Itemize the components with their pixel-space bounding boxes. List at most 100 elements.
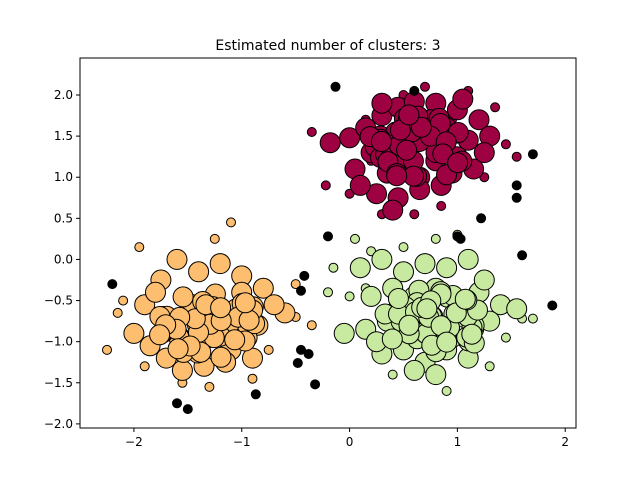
cluster-2-core-point	[393, 261, 414, 283]
cluster-0-core-point	[382, 199, 404, 221]
cluster-2-core-point	[436, 331, 458, 353]
cluster-1-border-point	[204, 381, 215, 392]
cluster-1-border-point	[112, 307, 123, 318]
cluster-1-core-point	[252, 277, 274, 299]
cluster-2-border-point	[387, 369, 398, 380]
x-tick-label: 2	[561, 435, 569, 449]
x-tick-label: 0	[346, 435, 354, 449]
cluster-0-border-point	[420, 81, 430, 92]
y-tick-label: 0.5	[54, 211, 73, 225]
y-tick-label: 2.0	[54, 88, 73, 102]
cluster-2-core-point	[414, 253, 436, 275]
cluster-1-border-point	[290, 279, 301, 290]
cluster-1-border-point	[209, 233, 220, 244]
noise-point	[476, 213, 487, 224]
cluster-1-core-point	[224, 329, 246, 351]
cluster-2-core-point	[473, 269, 495, 291]
cluster-0-border-point	[320, 180, 331, 191]
cluster-0-core-point	[473, 142, 495, 164]
cluster-1-core-point	[234, 292, 256, 314]
cluster-0-core-point	[410, 116, 432, 138]
cluster-1-core-point	[188, 261, 210, 283]
noise-point	[299, 270, 310, 281]
cluster-0-core-point	[396, 139, 418, 161]
noise-point	[409, 85, 420, 96]
cluster-2-border-point	[441, 386, 452, 396]
noise-point	[250, 389, 261, 400]
noise-point	[527, 149, 538, 160]
noise-point	[511, 192, 522, 203]
noise-point	[296, 344, 306, 355]
cluster-2-core-point	[506, 298, 528, 320]
cluster-1-core-point	[149, 324, 171, 346]
cluster-1-border-point	[226, 217, 236, 228]
cluster-1-border-point	[139, 361, 150, 372]
cluster-0-core-point	[468, 109, 490, 131]
cluster-2-border-point	[328, 262, 339, 273]
cluster-2-border-point	[484, 361, 495, 372]
cluster-0-core-point	[319, 132, 341, 154]
cluster-1-core-point	[167, 338, 189, 360]
cluster-1-core-point	[123, 322, 145, 344]
cluster-2-border-point	[430, 233, 441, 244]
cluster-1-border-point	[118, 295, 129, 306]
cluster-1-border-point	[263, 344, 274, 355]
scatter-points	[102, 81, 558, 415]
y-axis-ticks: −2.0 −1.5 −1.0 −0.5 0.0 0.5 1.0 1.5 2.0	[44, 88, 80, 431]
cluster-2-core-point	[381, 328, 403, 350]
noise-point	[292, 358, 303, 368]
noise-point	[330, 81, 341, 92]
cluster-0-core-point	[447, 152, 469, 174]
y-tick-label: −2.0	[44, 417, 73, 431]
cluster-0-core-point	[370, 131, 392, 152]
y-tick-label: 1.0	[54, 170, 73, 184]
cluster-0-core-point	[452, 88, 474, 110]
cluster-2-core-point	[457, 248, 479, 270]
noise-point	[455, 233, 466, 244]
noise-point	[182, 404, 193, 415]
cluster-1-core-point	[263, 294, 285, 316]
cluster-1-border-point	[306, 320, 317, 331]
cluster-2-core-point	[436, 257, 458, 279]
cluster-0-core-point	[398, 104, 420, 126]
noise-point	[303, 349, 314, 359]
cluster-0-core-point	[349, 174, 371, 196]
noise-point	[517, 250, 528, 261]
cluster-2-border-point	[344, 291, 355, 302]
cluster-2-core-point	[425, 364, 447, 386]
plot-area	[80, 58, 576, 428]
noise-point	[172, 398, 182, 409]
cluster-1-core-point	[145, 281, 166, 303]
noise-point	[323, 231, 333, 242]
cluster-1-core-point	[209, 253, 231, 275]
x-axis-ticks: −2 −1 0 1 2	[125, 428, 569, 449]
x-tick-label: −2	[125, 435, 143, 449]
cluster-1-core-point	[210, 297, 232, 319]
cluster-2-core-point	[387, 288, 409, 309]
cluster-2-core-point	[398, 314, 420, 336]
cluster-1-border-point	[102, 344, 112, 355]
y-tick-label: −1.0	[44, 335, 73, 349]
cluster-1-border-point	[134, 242, 145, 253]
cluster-1-core-point	[172, 286, 194, 308]
cluster-2-border-point	[500, 332, 511, 343]
cluster-1-core-point	[238, 309, 260, 331]
y-tick-label: 0.0	[54, 252, 73, 266]
cluster-2-core-point	[371, 248, 393, 270]
cluster-2-core-point	[416, 298, 438, 320]
cluster-2-border-point	[398, 242, 409, 253]
cluster-0-core-point	[386, 165, 408, 187]
cluster-1-border-point	[247, 373, 258, 384]
y-tick-label: −0.5	[44, 294, 73, 308]
y-tick-label: −1.5	[44, 376, 73, 390]
x-tick-label: −1	[233, 435, 251, 449]
x-tick-label: 1	[454, 435, 462, 449]
noise-point	[310, 379, 321, 390]
y-tick-label: 1.5	[54, 129, 73, 143]
cluster-0-border-point	[306, 127, 317, 137]
cluster-1-core-point	[166, 248, 188, 270]
cluster-2-border-point	[350, 233, 360, 244]
noise-point	[511, 180, 522, 191]
cluster-2-core-point	[461, 323, 483, 345]
